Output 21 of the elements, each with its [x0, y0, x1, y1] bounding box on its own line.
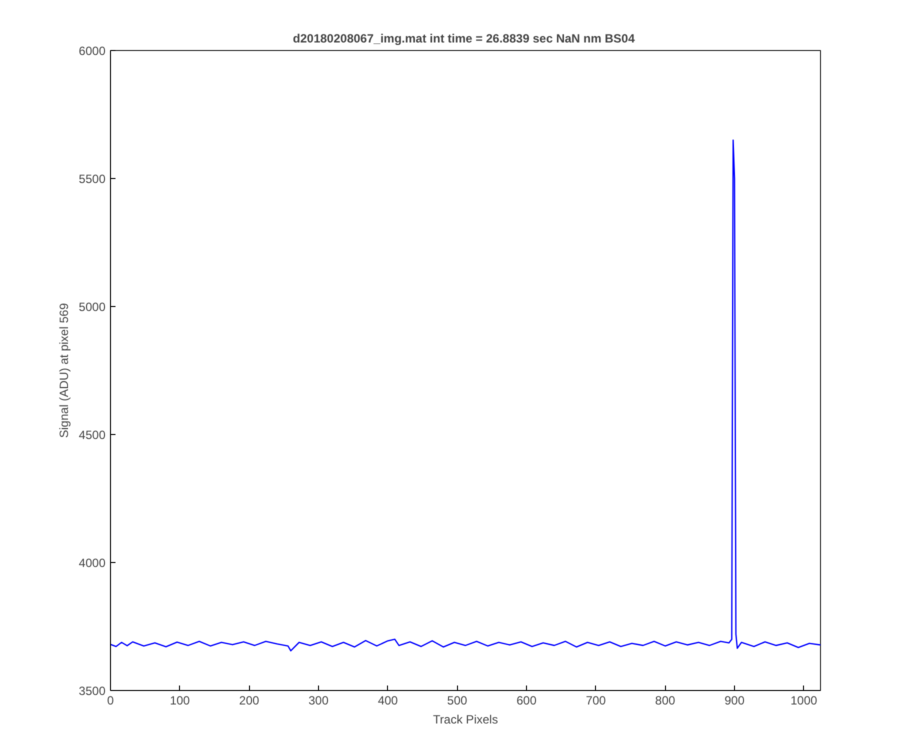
x-tick-label: 800 [655, 694, 676, 708]
x-tick-label: 100 [170, 694, 190, 708]
y-tick-label: 4000 [78, 556, 106, 570]
x-tick-label: 300 [308, 694, 329, 708]
y-tick-label: 3500 [78, 684, 106, 698]
chart-title: d20180208067_img.mat int time = 26.8839 sec NaN nm BS04 [292, 32, 636, 46]
x-tick-label: 500 [447, 694, 468, 708]
x-tick-label: 0 [107, 694, 114, 708]
y-tick-label: 4500 [78, 428, 106, 442]
x-tick-label: 200 [239, 694, 260, 708]
x-tick-label: 700 [586, 694, 606, 708]
x-tick-label: 1000 [790, 694, 818, 708]
y-axis-title: Signal (ADU) at pixel 569 [56, 302, 71, 438]
x-tick-label: 900 [724, 694, 745, 708]
x-tick-label: 400 [378, 694, 398, 708]
line-series [110, 139, 820, 652]
y-tick-label: 5000 [78, 300, 106, 314]
x-tick-label: 600 [516, 694, 537, 708]
y-tick-label: 6000 [78, 44, 106, 58]
x-axis-title: Track Pixels [433, 712, 498, 726]
y-tick-label: 5500 [78, 172, 106, 186]
